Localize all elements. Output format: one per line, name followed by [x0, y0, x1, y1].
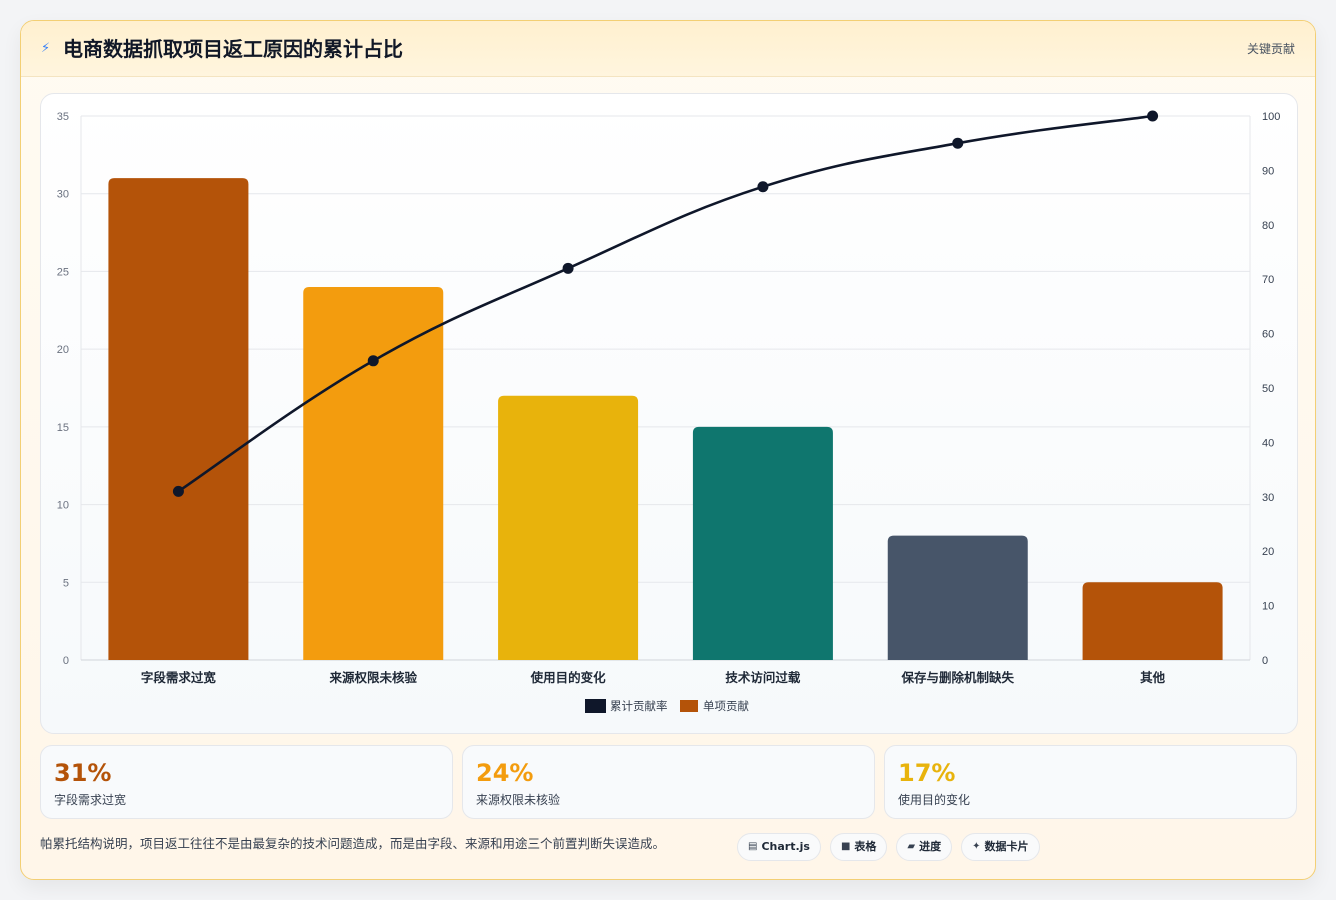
y-right-tick-label: 40: [1262, 437, 1274, 449]
chip-data-card[interactable]: ✦ 数据卡片: [961, 833, 1040, 861]
progress-icon: ▰: [907, 841, 916, 852]
y-right-tick-label: 10: [1262, 601, 1274, 613]
pareto-chart: 0 5 10 15 20 25 30 35 0 10 20 30 40 50 60 70 80 90 100 字段需求…: [57, 110, 1280, 713]
feature-chips: ▤ Chart.js ■ 表格 ▰ 进度 ✦ 数据卡片: [737, 833, 1040, 861]
y-right-tick-label: 50: [1262, 383, 1274, 395]
bar: [303, 286, 444, 660]
cumulative-point: [757, 181, 769, 193]
cumulative-point: [172, 485, 184, 497]
stat-card-2: 24% 来源权限未核验: [462, 745, 875, 819]
y-right-tick-label: 90: [1262, 165, 1274, 177]
card-header: ⚡ 电商数据抓取项目返工原因的累计占比 关键贡献: [21, 21, 1315, 77]
bar: [692, 426, 833, 660]
y-right-tick-label: 60: [1262, 329, 1274, 341]
y-left-tick-label: 20: [57, 344, 69, 356]
y-left-tick-label: 25: [57, 266, 69, 278]
bar: [108, 178, 249, 660]
sparkle-icon: ✦: [972, 841, 981, 852]
y-right-tick-label: 20: [1262, 546, 1274, 558]
table-icon: ■: [840, 841, 851, 852]
stat-value: 31%: [54, 759, 112, 787]
stat-label: 使用目的变化: [898, 793, 971, 807]
y-left-tick-label: 15: [57, 422, 69, 434]
x-tick-label: 保存与删除机制缺失: [900, 670, 1014, 685]
y-left-tick-label: 35: [57, 111, 69, 123]
x-tick-label: 来源权限未核验: [328, 670, 417, 685]
y-left-tick-label: 0: [63, 655, 69, 667]
bar: [498, 395, 639, 660]
x-tick-label: 其他: [1140, 670, 1166, 685]
y-left-tick-label: 5: [63, 577, 69, 589]
y-left-tick-label: 30: [57, 189, 69, 201]
chart-icon: ▤: [748, 841, 758, 852]
chip-table[interactable]: ■ 表格: [829, 833, 888, 861]
cumulative-point: [952, 137, 964, 149]
chart-panel: 0 5 10 15 20 25 30 35 0 10 20 30 40 50 60 70 80 90 100 字段需求…: [40, 93, 1298, 734]
bar: [1082, 582, 1223, 660]
y-right-tick-label: 80: [1262, 220, 1274, 232]
cumulative-point: [367, 355, 379, 367]
stat-label: 来源权限未核验: [476, 793, 561, 807]
chip-label: Chart.js: [761, 840, 810, 853]
cumulative-point: [562, 262, 574, 274]
y-right-tick-label: 100: [1262, 111, 1280, 123]
footnote: 帕累托结构说明，项目返工往往不是由最复杂的技术问题造成，而是由字段、来源和用途三…: [40, 836, 666, 851]
y-right-tick-label: 30: [1262, 492, 1274, 504]
header-tag: 关键贡献: [1246, 42, 1295, 56]
lightning-icon: ⚡: [41, 41, 51, 56]
x-tick-label: 字段需求过宽: [141, 670, 217, 685]
legend-swatch-single: [680, 700, 698, 712]
stat-card-1: 31% 字段需求过宽: [40, 745, 453, 819]
chip-label: 数据卡片: [984, 840, 1029, 853]
bar: [887, 535, 1028, 660]
x-tick-label: 技术访问过载: [725, 670, 801, 685]
chip-chartjs[interactable]: ▤ Chart.js: [737, 833, 821, 861]
cumulative-point: [1147, 110, 1159, 122]
chart-card: ⚡ 电商数据抓取项目返工原因的累计占比 关键贡献 0 5 10 15 20 25 30 35 0…: [20, 20, 1316, 880]
chip-label: 表格: [854, 840, 877, 853]
stat-label: 字段需求过宽: [54, 793, 127, 807]
legend-swatch-cumulative: [585, 699, 606, 713]
chip-progress[interactable]: ▰ 进度: [896, 833, 953, 861]
y-right-tick-label: 70: [1262, 274, 1274, 286]
legend-label-single: 单项贡献: [703, 699, 749, 713]
chart-title: 电商数据抓取项目返工原因的累计占比: [63, 37, 403, 61]
legend-label-cumulative: 累计贡献率: [610, 699, 668, 713]
cumulative-line: [177, 114, 1153, 493]
stat-value: 24%: [476, 759, 534, 787]
stat-value: 17%: [898, 759, 956, 787]
y-right-tick-label: 0: [1262, 655, 1268, 667]
stat-card-3: 17% 使用目的变化: [884, 745, 1297, 819]
y-left-tick-label: 10: [57, 500, 69, 512]
chip-label: 进度: [919, 840, 942, 853]
x-tick-label: 使用目的变化: [530, 670, 607, 685]
